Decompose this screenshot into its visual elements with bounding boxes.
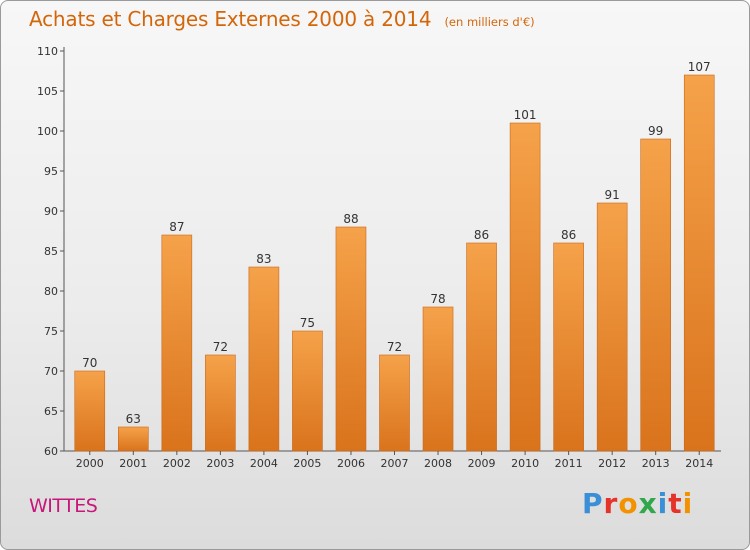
bar-value-label: 107	[688, 60, 711, 74]
bar	[596, 202, 628, 452]
x-tick-label: 2002	[163, 457, 191, 470]
bar	[292, 330, 323, 452]
y-tick-label: 75	[44, 325, 58, 338]
brand-logo-letter: P	[582, 487, 604, 520]
bar-value-label: 72	[213, 340, 228, 354]
brand-logo-letter: r	[603, 487, 619, 520]
x-tick-label: 2013	[642, 457, 670, 470]
x-tick-label: 2014	[685, 457, 713, 470]
y-tick-label: 95	[44, 165, 58, 178]
bar-value-label: 70	[82, 356, 97, 370]
brand-logo-letter: o	[618, 487, 639, 520]
x-tick-label: 2007	[381, 457, 409, 470]
bar	[205, 354, 236, 452]
bar-value-label: 86	[561, 228, 576, 242]
x-tick-label: 2010	[511, 457, 539, 470]
brand-logo-letter: i	[682, 487, 694, 520]
x-tick-label: 2001	[119, 457, 147, 470]
bar-value-label: 99	[648, 124, 663, 138]
x-tick-label: 2003	[206, 457, 234, 470]
bar-value-label: 75	[300, 316, 315, 330]
bar	[335, 226, 367, 452]
chart-title: Achats et Charges Externes 2000 à 2014	[29, 7, 432, 31]
brand-logo-letter: t	[668, 487, 683, 520]
bar	[118, 426, 149, 452]
bar	[74, 370, 106, 452]
brand-logo-letter: i	[657, 487, 669, 520]
bar-value-label: 72	[387, 340, 402, 354]
y-tick-label: 80	[44, 285, 58, 298]
x-tick-label: 2000	[76, 457, 104, 470]
bar	[553, 242, 584, 452]
y-tick-label: 105	[37, 85, 58, 98]
x-tick-label: 2009	[468, 457, 496, 470]
bar	[422, 306, 454, 452]
bar	[379, 354, 410, 452]
x-tick-label: 2004	[250, 457, 278, 470]
brand-logo-letter: x	[638, 487, 658, 520]
y-tick-label: 90	[44, 205, 58, 218]
y-tick-label: 70	[44, 365, 58, 378]
bar-value-label: 91	[605, 188, 620, 202]
title-row: Achats et Charges Externes 2000 à 2014 (…	[29, 7, 535, 31]
bar	[683, 74, 715, 452]
y-tick-label: 65	[44, 405, 58, 418]
bar-value-label: 83	[256, 252, 271, 266]
bar	[640, 138, 672, 452]
bar-value-label: 78	[430, 292, 445, 306]
bar-value-label: 87	[169, 220, 184, 234]
bar	[466, 242, 497, 452]
bar	[248, 266, 280, 452]
brand-logo: Proxiti	[582, 487, 693, 520]
bar	[509, 122, 541, 452]
bar-value-label: 101	[514, 108, 537, 122]
y-tick-label: 60	[44, 445, 58, 458]
x-tick-label: 2005	[293, 457, 321, 470]
bar	[161, 234, 193, 452]
y-tick-label: 110	[37, 45, 58, 58]
x-tick-label: 2011	[555, 457, 583, 470]
place-name: WITTES	[29, 495, 98, 517]
bar-value-label: 86	[474, 228, 489, 242]
x-tick-label: 2008	[424, 457, 452, 470]
x-tick-label: 2006	[337, 457, 365, 470]
x-tick-label: 2012	[598, 457, 626, 470]
y-tick-label: 85	[44, 245, 58, 258]
chart-subtitle: (en milliers d'€)	[444, 15, 535, 29]
y-tick-label: 100	[37, 125, 58, 138]
bar-value-label: 88	[343, 212, 358, 226]
bar-value-label: 63	[126, 412, 141, 426]
